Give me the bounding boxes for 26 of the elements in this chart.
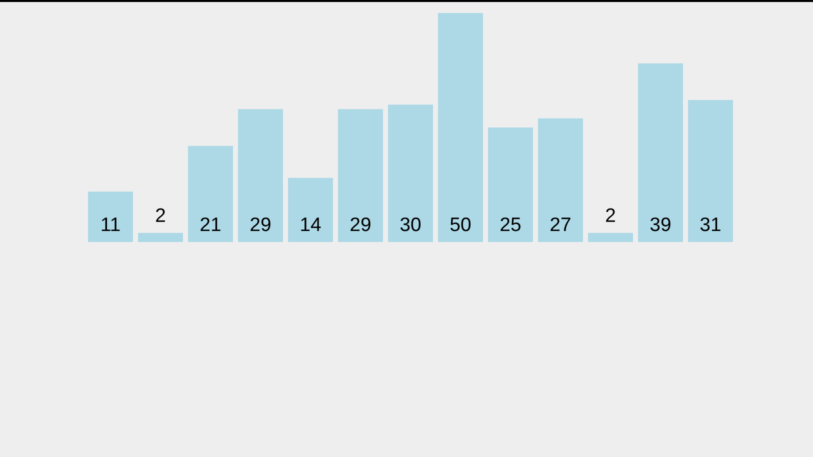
bar xyxy=(238,109,283,242)
data-label: 11 xyxy=(102,218,120,232)
bar xyxy=(388,104,433,242)
data-label: 2 xyxy=(156,208,165,222)
data-label: 21 xyxy=(200,217,220,232)
bar xyxy=(538,118,583,242)
data-label: 39 xyxy=(650,217,670,232)
data-label: 31 xyxy=(700,217,720,232)
data-label: 30 xyxy=(400,217,421,232)
bar xyxy=(588,232,633,242)
bar xyxy=(488,128,533,242)
data-label: 2 xyxy=(606,208,615,222)
data-label: 29 xyxy=(350,217,370,232)
bar xyxy=(438,13,483,242)
data-label: 29 xyxy=(250,217,270,232)
bar xyxy=(688,100,733,242)
data-label: 27 xyxy=(550,217,570,232)
data-label: 14 xyxy=(301,218,321,232)
bar xyxy=(288,178,333,242)
data-label: 50 xyxy=(450,217,471,232)
data-label: 25 xyxy=(500,217,520,232)
bar xyxy=(88,192,133,242)
bar xyxy=(188,146,233,242)
bar xyxy=(338,109,383,242)
bar xyxy=(638,63,683,242)
bar xyxy=(138,232,183,242)
